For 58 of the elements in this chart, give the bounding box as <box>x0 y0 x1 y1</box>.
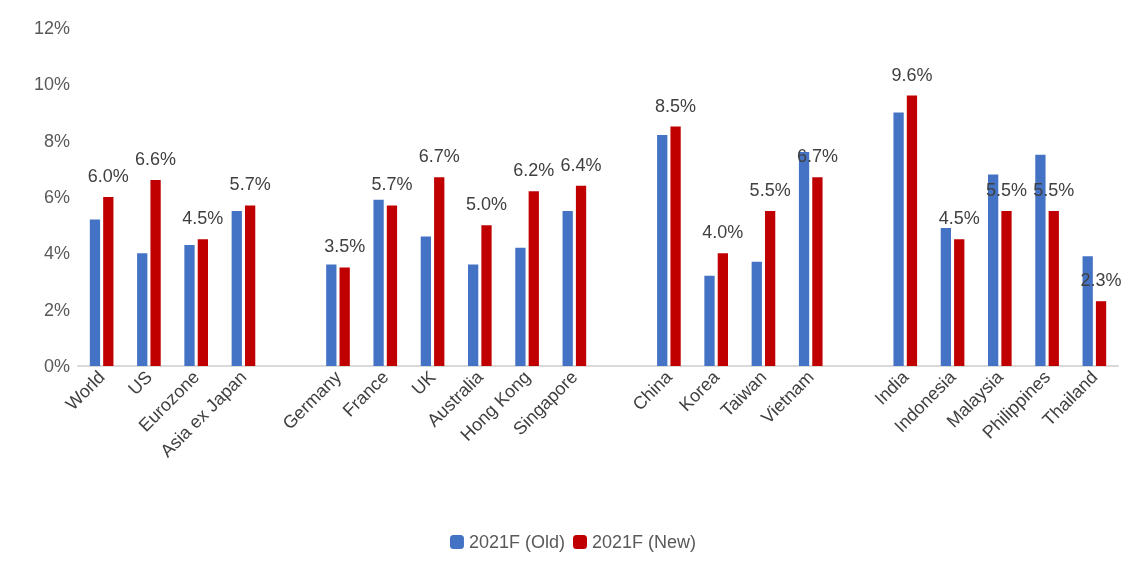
bar <box>339 267 350 366</box>
bar <box>528 191 539 366</box>
data-label: 4.5% <box>182 208 224 229</box>
data-label: 3.5% <box>324 236 366 257</box>
bar <box>150 180 161 366</box>
data-label: 6.2% <box>513 160 555 181</box>
bar <box>420 236 431 366</box>
bar <box>670 126 681 366</box>
bar <box>717 253 728 366</box>
bar <box>245 205 256 366</box>
legend-label: 2021F (Old) <box>468 532 566 552</box>
bar <box>515 247 526 366</box>
bar <box>562 211 573 366</box>
bar <box>184 244 195 366</box>
data-label: 5.0% <box>465 194 508 215</box>
y-tick-label: 12% <box>33 18 70 38</box>
data-label: 5.7% <box>371 174 413 195</box>
y-tick-label: 6% <box>43 187 70 207</box>
bar <box>89 219 101 366</box>
y-tick-label: 8% <box>43 130 70 151</box>
data-label: 9.6% <box>891 64 933 85</box>
bar <box>765 211 776 366</box>
bar <box>954 239 965 366</box>
bar <box>197 239 208 366</box>
bar <box>481 225 492 366</box>
bar <box>373 199 384 366</box>
bar <box>893 112 904 366</box>
bar <box>751 261 762 366</box>
bar <box>468 264 479 366</box>
y-tick-label: 0% <box>43 356 70 376</box>
legend-label: 2021F (New) <box>592 532 697 552</box>
data-label: 5.7% <box>229 174 271 195</box>
bar <box>575 185 587 366</box>
bar <box>1001 211 1012 366</box>
bar <box>657 135 668 366</box>
data-label: 4.5% <box>938 208 980 229</box>
bar <box>940 227 951 366</box>
bar <box>906 95 918 366</box>
bar <box>434 177 445 366</box>
data-label: 6.6% <box>135 149 177 170</box>
data-label: 8.5% <box>655 95 697 116</box>
y-tick-label: 10% <box>33 74 70 95</box>
data-label: 4.0% <box>702 222 744 243</box>
y-tick-label: 2% <box>43 299 70 320</box>
bar <box>704 275 715 366</box>
bar <box>1048 211 1059 366</box>
bar <box>812 177 823 366</box>
data-label: 6.4% <box>560 154 602 175</box>
y-tick-label: 4% <box>43 243 70 264</box>
bar <box>103 197 114 366</box>
bar <box>326 264 337 366</box>
data-label: 6.7% <box>418 146 460 167</box>
bar <box>1095 301 1107 366</box>
data-label: 5.5% <box>749 180 791 201</box>
data-label: 6.0% <box>87 166 129 186</box>
bar <box>137 253 148 366</box>
bar <box>386 205 398 366</box>
bar <box>231 211 242 366</box>
